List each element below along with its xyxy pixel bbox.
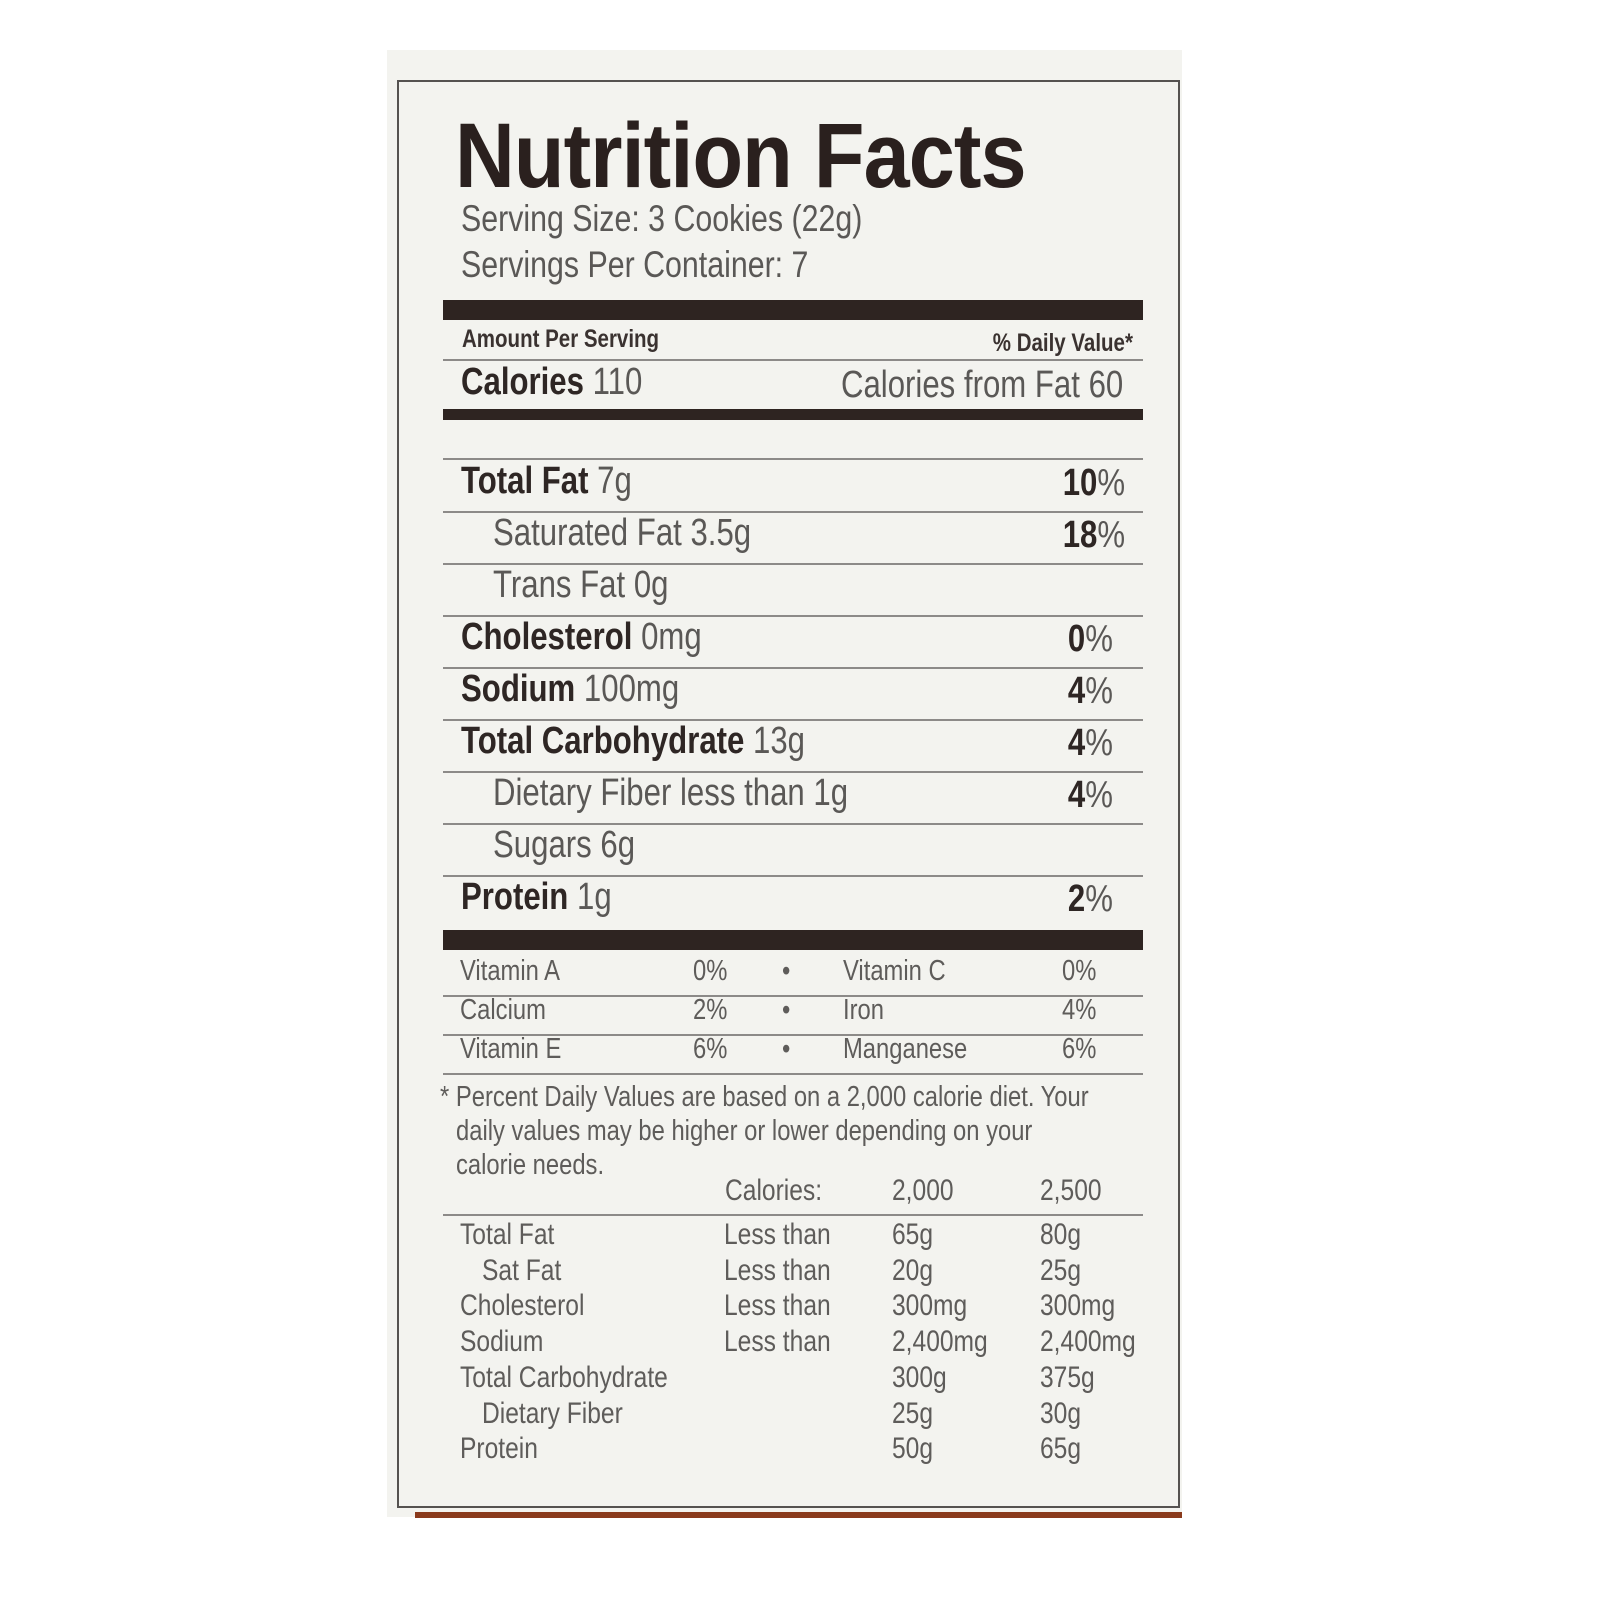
dv-nutrient: Sodium [460, 1325, 544, 1359]
dv-table-header: Calories: [725, 1174, 823, 1207]
dv-nutrient: Dietary Fiber [482, 1396, 623, 1430]
dv-nutrient: Cholesterol [460, 1289, 585, 1323]
dv-nutrient: Protein [460, 1432, 538, 1466]
nutrient-row: Saturated Fat 3.5g [493, 512, 752, 554]
divider [443, 1073, 1143, 1075]
calories-from-fat: Calories from Fat 60 [840, 364, 1123, 406]
divider [443, 1214, 1143, 1216]
dv-2000: 25g [892, 1396, 934, 1430]
vitamin-percent: 6% [693, 1033, 728, 1065]
dv-2500: 2,400mg [1040, 1325, 1136, 1359]
divider [443, 458, 1143, 460]
nutrient-row: Protein 1g [461, 876, 612, 918]
dv-qualifier: Less than [724, 1289, 831, 1323]
nutrient-row: Dietary Fiber less than 1g [493, 772, 849, 814]
nutrient-row: Cholesterol 0mg [461, 616, 702, 658]
dv-2000: 300g [892, 1360, 947, 1394]
nutrient-daily-value: 2% [1067, 878, 1113, 920]
vitamin-percent: 2% [693, 994, 728, 1026]
dv-nutrient: Sat Fat [482, 1253, 562, 1287]
divider [443, 995, 1143, 997]
vitamin-percent: 0% [1062, 955, 1097, 987]
vitamin-name: Vitamin C [843, 955, 946, 987]
serving-size: Serving Size: 3 Cookies (22g) [461, 198, 863, 239]
nutrient-row: Sodium 100mg [461, 668, 680, 710]
dv-qualifier: Less than [724, 1325, 831, 1359]
divider [443, 771, 1143, 773]
vitamin-name: Iron [843, 994, 884, 1026]
label-title: Nutrition Facts [455, 105, 1027, 207]
dv-2500: 375g [1040, 1360, 1095, 1394]
dv-2000: 300mg [892, 1289, 968, 1323]
dv-2500: 300mg [1040, 1289, 1116, 1323]
divider [443, 511, 1143, 513]
nutrient-daily-value: 4% [1067, 722, 1113, 764]
nutrient-daily-value: 4% [1067, 774, 1113, 816]
package-edge [415, 1512, 1182, 1518]
divider [443, 823, 1143, 825]
bullet: • [782, 994, 791, 1026]
dv-2500: 25g [1040, 1253, 1082, 1287]
nutrient-daily-value: 0% [1067, 618, 1113, 660]
dv-2500: 30g [1040, 1396, 1082, 1430]
vitamin-percent: 6% [1062, 1033, 1097, 1065]
dv-table-header: 2,000 [892, 1174, 954, 1207]
nutrient-daily-value: 18% [1062, 514, 1125, 556]
divider [443, 615, 1143, 617]
dv-2000: 2,400mg [892, 1325, 988, 1359]
dv-table-header: 2,500 [1040, 1174, 1102, 1207]
dv-qualifier: Less than [724, 1253, 831, 1287]
nutrient-row: Total Carbohydrate 13g [461, 720, 806, 762]
label-paper [387, 50, 1182, 1517]
divider [443, 1034, 1143, 1036]
thick-divider [443, 300, 1143, 320]
divider [443, 563, 1143, 565]
amount-per-serving: Amount Per Serving [462, 325, 660, 353]
vitamin-name: Vitamin A [460, 955, 561, 987]
vitamin-name: Manganese [843, 1033, 968, 1065]
dv-nutrient: Total Fat [460, 1218, 555, 1251]
vitamin-percent: 0% [693, 955, 728, 987]
label-border [397, 80, 1180, 1508]
calories: Calories 110 [461, 361, 643, 403]
bullet: • [782, 955, 791, 987]
dv-2000: 20g [892, 1253, 934, 1287]
nutrient-row: Sugars 6g [493, 824, 636, 866]
dv-qualifier: Less than [724, 1218, 831, 1251]
nutrient-daily-value: 4% [1067, 670, 1113, 712]
divider [443, 359, 1143, 361]
daily-value-header: % Daily Value* [992, 329, 1133, 357]
vitamin-name: Calcium [460, 994, 546, 1026]
footnote: * Percent Daily Values are based on a 2,… [440, 1081, 1089, 1181]
bullet: • [782, 1033, 791, 1065]
divider [443, 667, 1143, 669]
vitamin-name: Vitamin E [460, 1033, 562, 1065]
nutrient-daily-value: 10% [1062, 462, 1125, 504]
nutrient-row: Total Fat 7g [461, 460, 632, 502]
dv-2500: 80g [1040, 1218, 1082, 1251]
dv-2500: 65g [1040, 1432, 1082, 1466]
medium-divider [443, 409, 1143, 420]
thick-divider [443, 930, 1143, 950]
dv-2000: 50g [892, 1432, 934, 1466]
vitamin-percent: 4% [1062, 994, 1097, 1026]
servings-per-container: Servings Per Container: 7 [461, 244, 809, 285]
divider [443, 875, 1143, 877]
divider [443, 719, 1143, 721]
nutrient-row: Trans Fat 0g [493, 564, 669, 606]
dv-2000: 65g [892, 1218, 934, 1251]
dv-nutrient: Total Carbohydrate [460, 1360, 668, 1394]
